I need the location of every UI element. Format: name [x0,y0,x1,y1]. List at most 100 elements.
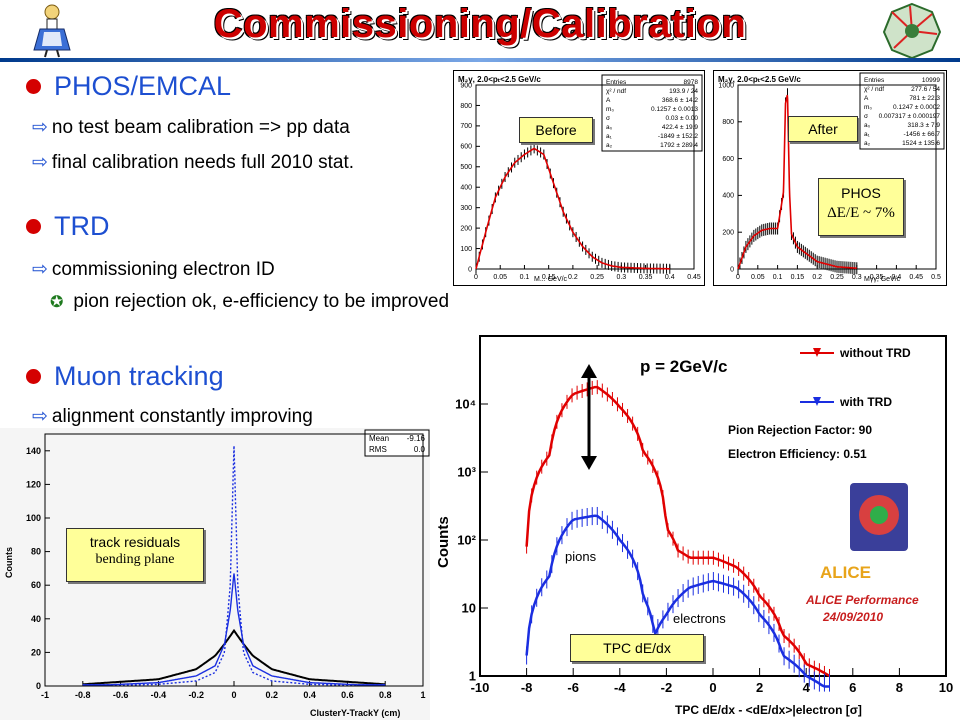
pion-rejection-label: Pion Rejection Factor: 90 [728,423,872,437]
plot-frame [475,84,695,270]
arrow-icon: ⇨ [32,259,48,280]
y-tick-label: 300 [460,205,472,212]
trd-pid-chart: Counts p = 2GeV/c without TRD with TRD P… [435,335,953,717]
y-tick-label: 900 [460,82,472,89]
fit-curve-wide [82,628,386,686]
stats-value: 0.007317 ± 0.000197 [879,113,941,120]
momentum-label: p = 2GeV/c [640,357,727,376]
y-tick-label: 500 [460,164,472,171]
tpc-dedx-tag: TPC dE/dx [570,634,704,662]
x-tick-label: 8 [896,680,903,695]
bullet-muon-tracking: Muon tracking [26,361,224,392]
stats-key: Mean [369,434,389,443]
y-tick-label: 40 [31,614,41,624]
phos-resolution-tag: PHOS ΔE/E ~ 7% [818,178,904,236]
sub-bullet-text: no test beam calibration => pp data [51,116,350,138]
x-tick-label: 0.25 [590,274,604,281]
x-tick-label: 0 [231,690,236,700]
red-bullet-icon [26,79,41,94]
phos-label: PHOS [841,185,881,201]
stats-value: -9.16 [407,434,426,443]
rejection-arrow-up-head [581,364,597,378]
y-tick-label: 140 [26,446,41,456]
y-tick-label: 80 [31,547,41,557]
bullet-label: Muon tracking [54,361,224,391]
x-tick-label: 0.15 [791,274,805,281]
sub-sub-bullet-text: pion rejection ok, e-efficiency to be im… [73,291,450,312]
stats-value: 193.9 / 24 [669,88,698,95]
x-tick-label: 0.3 [852,274,862,281]
stats-key: χ² / ndf [864,86,884,93]
x-tick-label: -0.2 [188,690,204,700]
stats-value: 0.1257 ± 0.0013 [651,106,698,113]
y-tick-label: 0 [468,266,472,273]
x-axis-label: M... GeV/c [534,276,568,283]
x-tick-label: 0.4 [892,274,902,281]
x-tick-label: 6 [849,680,856,695]
slide-title: Commissioning/Calibration [213,2,747,46]
sub-bullet-text: alignment constantly improving [51,405,313,427]
legend-without-label: without TRD [839,346,911,360]
stats-value: 318.3 ± 7.9 [908,122,941,129]
x-tick-label: 0 [736,274,740,281]
x-tick-label: 0 [709,680,716,695]
x-tick-label: 0.6 [341,690,354,700]
x-tick-label: -2 [661,680,673,695]
fit-curve [475,147,670,270]
stats-box [859,72,945,150]
y-tick-label: 20 [31,647,41,657]
rejection-arrow-down-head [581,456,597,470]
y-tick-label: 120 [26,479,41,489]
tag-line-2: bending plane [95,552,175,567]
y-tick-label: 600 [722,156,734,163]
arrow-icon: ⇨ [32,117,48,138]
sub-bullet: ⇨ commissioning electron ID [32,258,275,281]
red-bullet-icon [26,219,41,234]
y-tick-label: 400 [722,193,734,200]
after-tag: After [788,116,858,142]
sub-bullet-text: commissioning electron ID [51,258,275,280]
y-tick-label: 60 [31,580,41,590]
bullet-phos-emcal: PHOS/EMCAL [26,71,231,102]
x-tick-label: -0.6 [113,690,129,700]
x-tick-label: 1 [420,690,425,700]
y-tick-label: 10³ [457,464,476,479]
x-tick-label: -0.8 [75,690,91,700]
electrons-label: electrons [673,611,726,626]
date-label: 24/09/2010 [822,610,883,624]
tag-line-1: track residuals [89,534,181,550]
x-tick-label: 0.4 [665,274,675,281]
x-axis-label: TPC dE/dx - <dE/dx>|electron [σ] [675,703,862,717]
bullet-trd: TRD [26,211,110,242]
alice-experiment-logo-icon [882,2,942,60]
stats-box [601,74,703,152]
stats-key: a₂ [606,142,613,149]
x-tick-label: -0.4 [151,690,167,700]
x-tick-label: 0.8 [379,690,392,700]
x-tick-label: 0.2 [812,274,822,281]
stats-key: a₀ [606,124,613,131]
muon-residual-chart: Counts ClusterY-TrackY (cm) Mean -9.16 RMS… [4,429,430,718]
bullet-label: PHOS/EMCAL [54,71,232,101]
legend-without-marker [813,348,821,357]
sub-bullet: ⇨ final calibration needs full 2010 stat. [32,151,354,174]
stats-key: RMS [369,445,387,454]
electron-eff-label: Electron Efficiency: 0.51 [728,447,867,461]
stats-key: χ² / ndf [606,88,626,95]
stats-value: 0.0 [414,445,426,454]
stats-key: Entries [864,77,885,84]
stats-key: σ [864,113,868,120]
y-tick-label: 800 [460,103,472,110]
x-tick-label: -4 [614,680,626,695]
x-axis-label: ClusterY-TrackY (cm) [310,708,400,718]
star-bullet-icon: ✪ [50,294,64,311]
x-tick-label: -6 [567,680,579,695]
stats-value: 0.03 ± 0.00 [666,115,699,122]
legend-with-label: with TRD [839,395,892,409]
alice-performance-label: ALICE Performance [805,593,919,607]
alice-experiment-logo [882,2,942,60]
stats-key: a₁ [864,131,871,138]
stats-value: 1792 ± 289.4 [660,142,698,149]
alice-in-wonderland-icon [33,4,71,58]
alice-wonderland-logo [30,2,74,58]
